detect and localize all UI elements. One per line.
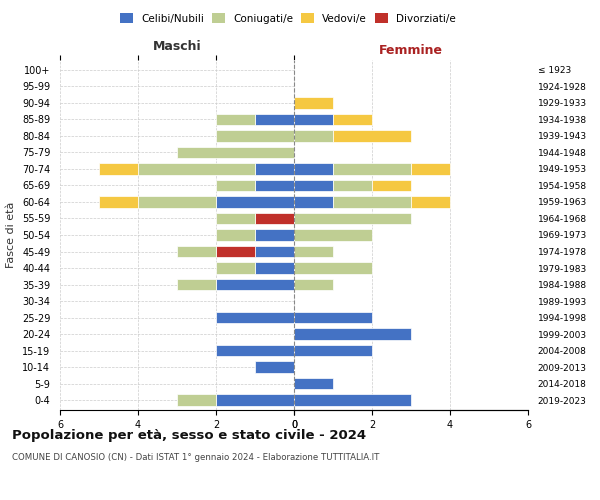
Bar bbox=[294, 180, 333, 191]
Bar bbox=[255, 229, 294, 241]
Bar bbox=[333, 130, 411, 141]
Bar bbox=[294, 246, 333, 258]
Bar bbox=[216, 196, 294, 208]
Bar bbox=[216, 278, 294, 290]
Bar bbox=[333, 114, 372, 125]
Bar bbox=[294, 345, 372, 356]
Bar bbox=[255, 362, 294, 373]
Bar bbox=[216, 262, 255, 274]
Bar bbox=[294, 328, 411, 340]
Bar bbox=[216, 212, 255, 224]
Bar bbox=[294, 278, 333, 290]
Bar bbox=[294, 312, 372, 324]
Bar bbox=[294, 163, 333, 174]
Bar bbox=[216, 130, 294, 141]
Bar bbox=[216, 180, 255, 191]
Bar bbox=[255, 246, 294, 258]
Bar bbox=[294, 262, 372, 274]
Bar bbox=[216, 345, 294, 356]
Bar bbox=[294, 394, 411, 406]
Bar bbox=[177, 278, 216, 290]
Bar bbox=[216, 229, 255, 241]
Text: COMUNE DI CANOSIO (CN) - Dati ISTAT 1° gennaio 2024 - Elaborazione TUTTITALIA.IT: COMUNE DI CANOSIO (CN) - Dati ISTAT 1° g… bbox=[12, 454, 379, 462]
Bar bbox=[255, 114, 294, 125]
X-axis label: Femmine: Femmine bbox=[379, 44, 443, 58]
Legend: Celibi/Nubili, Coniugati/e, Vedovi/e, Divorziati/e: Celibi/Nubili, Coniugati/e, Vedovi/e, Di… bbox=[117, 10, 459, 26]
Bar bbox=[99, 196, 138, 208]
Bar bbox=[255, 212, 294, 224]
Bar bbox=[294, 114, 333, 125]
Text: Popolazione per età, sesso e stato civile - 2024: Popolazione per età, sesso e stato civil… bbox=[12, 430, 366, 442]
Bar bbox=[333, 196, 411, 208]
Bar bbox=[216, 312, 294, 324]
Bar bbox=[138, 196, 216, 208]
Bar bbox=[294, 212, 411, 224]
Bar bbox=[255, 163, 294, 174]
Bar bbox=[216, 114, 255, 125]
Bar bbox=[294, 378, 333, 390]
Bar bbox=[177, 146, 294, 158]
Bar bbox=[411, 196, 450, 208]
Y-axis label: Fasce di età: Fasce di età bbox=[7, 202, 16, 268]
Bar bbox=[177, 246, 216, 258]
Bar bbox=[216, 246, 255, 258]
X-axis label: Maschi: Maschi bbox=[152, 40, 202, 52]
Bar bbox=[294, 97, 333, 108]
Bar bbox=[333, 180, 372, 191]
Bar bbox=[411, 163, 450, 174]
Bar bbox=[372, 180, 411, 191]
Bar bbox=[255, 180, 294, 191]
Bar bbox=[255, 262, 294, 274]
Bar bbox=[216, 394, 294, 406]
Bar bbox=[294, 229, 372, 241]
Bar bbox=[294, 196, 333, 208]
Bar bbox=[177, 394, 216, 406]
Bar bbox=[138, 163, 255, 174]
Bar bbox=[294, 130, 333, 141]
Bar bbox=[99, 163, 138, 174]
Bar bbox=[333, 163, 411, 174]
